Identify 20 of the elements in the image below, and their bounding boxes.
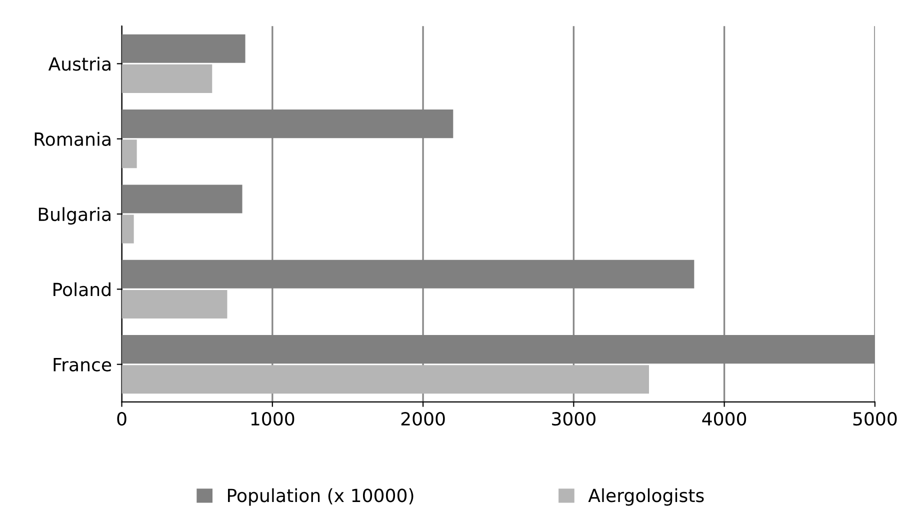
- bar: [122, 365, 649, 394]
- y-tick-label: Poland: [54, 282, 110, 296]
- y-tick-label: France: [54, 358, 112, 372]
- bar: [122, 214, 134, 244]
- y-tick-label: Austria: [48, 56, 110, 71]
- legend-label: Population (x 10000): [228, 488, 414, 506]
- bar: [122, 290, 228, 319]
- x-tick-label: 5000: [853, 412, 897, 426]
- bar: [122, 34, 246, 63]
- bar: [122, 184, 242, 214]
- x-tick-label: 4000: [702, 412, 746, 426]
- bar: [122, 140, 137, 168]
- x-tick-label: 3000: [552, 412, 596, 426]
- y-tick-label: Romania: [34, 132, 110, 146]
- x-tick-label: 0: [117, 412, 126, 426]
- bar: [122, 64, 212, 93]
- x-tick-label: 2000: [401, 412, 445, 426]
- y-tick-label: Bulgaria: [38, 207, 110, 225]
- legend-label: Alergologists: [588, 488, 704, 506]
- x-tick-label: 1000: [251, 412, 294, 426]
